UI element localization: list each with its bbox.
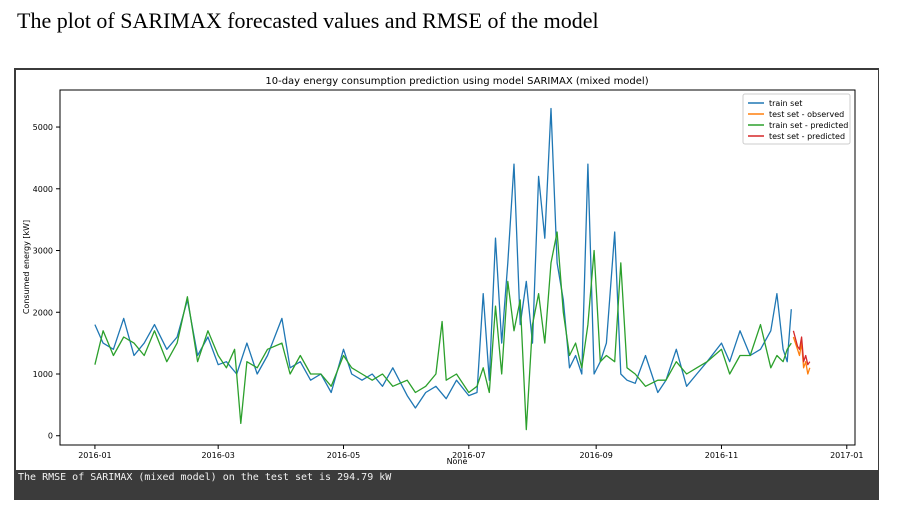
y-axis: 0 1000 2000 3000 4000 5000 [33,123,60,441]
chart-svg: 10-day energy consumption prediction usi… [22,76,864,466]
y-tick-label: 3000 [33,247,53,256]
plot-area-frame [59,89,856,446]
legend: train set test set - observed train set - … [742,93,851,145]
x-axis: 2016-01 2016-03 2016-05 2016-07 2016-09 2016-… [78,445,864,460]
series-line-train-set [94,107,792,409]
chart-figure: 10-day energy consumption prediction usi… [16,70,878,470]
y-tick-label: 1000 [33,370,53,379]
x-tick-label: 2016-01 [78,451,111,460]
console-output: The RMSE of SARIMAX (mixed model) on the… [18,472,392,483]
series-line-train-set-predicted [94,231,792,431]
plot-lines [94,107,811,431]
series-line-test-set-predicted [792,330,811,366]
y-tick-label: 5000 [33,123,53,132]
chart-title: 10-day energy consumption prediction usi… [265,76,648,87]
y-tick-label: 2000 [33,308,53,317]
y-axis-label: Consumed energy [kW] [22,220,31,314]
y-tick-label: 4000 [33,185,53,194]
legend-box [742,93,851,145]
y-tick-label: 0 [48,432,53,441]
x-tick-label: 2016-09 [579,451,612,460]
legend-entry: test set - observed [769,110,844,119]
legend-entry: train set [769,99,802,108]
x-tick-label: 2016-11 [705,451,738,460]
legend-entry: test set - predicted [769,132,845,141]
x-tick-label: 2016-07 [452,451,485,460]
x-axis-label: None [447,457,468,466]
x-tick-label: 2017-01 [830,451,863,460]
x-tick-label: 2016-05 [327,451,360,460]
page-heading: The plot of SARIMAX forecasted values an… [17,8,599,33]
legend-entry: train set - predicted [769,121,848,130]
x-tick-label: 2016-03 [201,451,234,460]
